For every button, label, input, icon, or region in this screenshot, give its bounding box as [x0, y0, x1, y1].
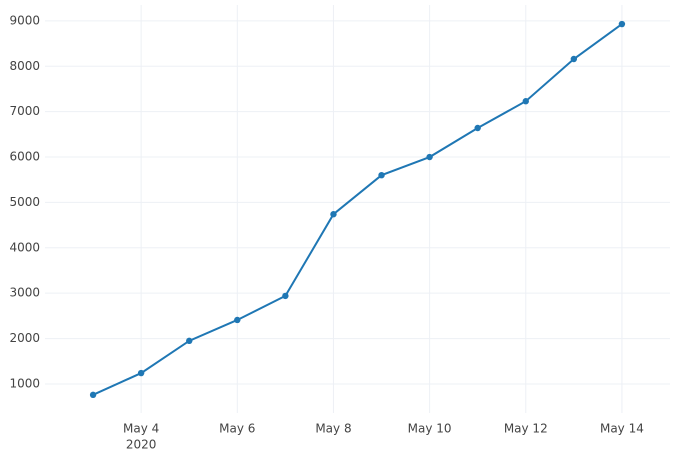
- y-tick-label: 2000: [9, 331, 40, 345]
- x-tick-label: May 14: [600, 422, 644, 436]
- y-tick-label: 9000: [9, 13, 40, 27]
- y-tick-label: 8000: [9, 59, 40, 73]
- marker: [378, 171, 385, 179]
- marker: [570, 55, 578, 63]
- x-tick-label: May 8: [315, 422, 351, 436]
- x-tick-label: May 10: [408, 422, 452, 436]
- y-tick-label: 7000: [9, 104, 40, 118]
- x-year-label: 2020: [126, 438, 157, 450]
- marker: [89, 391, 97, 399]
- marker: [522, 98, 529, 105]
- marker: [474, 124, 481, 132]
- line: [92, 23, 623, 396]
- marker: [137, 369, 145, 377]
- y-tick-label: 4000: [9, 240, 40, 254]
- x-tick-label: May 12: [504, 422, 548, 436]
- x-tick-label: May 6: [219, 422, 255, 436]
- y-tick-label: 3000: [9, 286, 40, 300]
- marker: [282, 292, 289, 300]
- y-tick-label: 5000: [9, 195, 40, 209]
- marker: [426, 153, 433, 161]
- marker: [618, 20, 626, 28]
- marker: [330, 211, 337, 218]
- x-tick-label: May 4: [123, 422, 159, 436]
- marker: [234, 316, 241, 324]
- y-tick-label: 6000: [9, 150, 40, 164]
- marker: [186, 337, 193, 345]
- y-tick-label: 1000: [9, 376, 40, 390]
